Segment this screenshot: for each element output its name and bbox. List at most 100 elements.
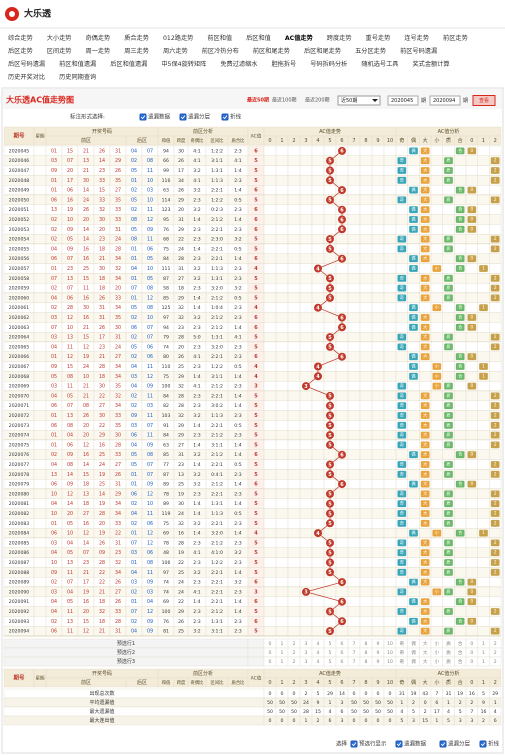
option-item[interactable]: 遗漏分层	[188, 113, 211, 121]
nav-link[interactable]: 前区冷热分布	[202, 47, 239, 55]
checkbox[interactable]	[439, 740, 447, 748]
nav-link[interactable]: 中5保4旋转矩阵	[161, 60, 206, 68]
nav-link[interactable]: 周三走势	[124, 47, 149, 55]
front-number: 14	[83, 540, 89, 546]
nav-link[interactable]: 奖式金额计算	[413, 60, 450, 68]
nav-link[interactable]: 历史同期查询	[59, 73, 96, 81]
header-cell: 2	[292, 138, 295, 144]
nav-link[interactable]: 奇偶走势	[86, 34, 111, 42]
nav-link[interactable]: 区间走势	[47, 47, 72, 55]
logo[interactable]: 大乐透	[24, 8, 52, 20]
analysis-label: 偶	[411, 372, 415, 379]
preselect-cell: 偶	[411, 658, 416, 665]
checkbox[interactable]	[350, 740, 358, 748]
analysis-label: 大	[423, 519, 427, 526]
checkbox[interactable]	[221, 113, 229, 121]
option-item[interactable]: 遗漏数据	[148, 113, 171, 121]
front-number: 09	[99, 550, 105, 556]
nav-link[interactable]: 前区和尾走势	[253, 47, 290, 55]
nav-link[interactable]: 后区和值	[246, 34, 271, 42]
checkbox[interactable]	[179, 113, 187, 121]
range-link[interactable]: 最近100期	[272, 97, 297, 104]
stats-value: 1	[305, 718, 308, 724]
nav-link[interactable]: 012路走势	[163, 34, 193, 42]
nav-link[interactable]: 重号走势	[366, 34, 391, 42]
nav-link[interactable]: 五分区走势	[355, 47, 386, 55]
nav-link[interactable]: 周六走势	[163, 47, 188, 55]
metric: 22	[178, 560, 184, 566]
front-number: 24	[83, 197, 89, 203]
nav-link[interactable]: 大小走势	[47, 34, 72, 42]
to-input[interactable]	[429, 95, 461, 106]
front-number: 21	[99, 629, 105, 635]
front-number: 29	[115, 158, 121, 164]
from-input[interactable]	[387, 95, 419, 106]
cell	[299, 577, 313, 588]
analysis-mark	[455, 216, 465, 223]
checkbox[interactable]	[479, 740, 487, 748]
front-number: 06	[51, 256, 57, 262]
cell	[442, 214, 455, 225]
nav-link[interactable]: 连号走势	[404, 34, 429, 42]
nav-link[interactable]: 后区和值遗漏	[110, 60, 147, 68]
nav-link[interactable]: 前区和值	[207, 34, 232, 42]
checkbox[interactable]	[395, 740, 403, 748]
nav-link[interactable]: 后区走势	[8, 47, 33, 55]
back-number: 05	[147, 256, 153, 262]
cell	[359, 420, 373, 431]
option-item[interactable]: 折线	[230, 113, 242, 121]
nav-link[interactable]: 历史开奖对比	[8, 73, 45, 81]
analysis-mark	[409, 353, 418, 361]
cell	[335, 233, 349, 245]
cell	[371, 508, 385, 519]
nav-link[interactable]: 综合走势	[8, 34, 33, 42]
nav-link[interactable]: 后区号码遗漏	[8, 60, 45, 68]
cell	[465, 400, 478, 411]
nav-link[interactable]: 质合走势	[124, 34, 149, 42]
cell	[33, 155, 47, 166]
analysis-mark	[490, 431, 500, 439]
option-item[interactable]: 预选行显示	[359, 740, 387, 748]
option-item[interactable]: 折线	[488, 740, 500, 748]
front-number: 33	[115, 521, 121, 527]
preselect-cell: 小	[435, 649, 440, 656]
checkbox[interactable]	[139, 113, 147, 121]
cell	[275, 233, 289, 245]
issue: 2020091	[9, 599, 30, 605]
back-number: 10	[147, 266, 153, 272]
query-label[interactable]: 查看	[479, 97, 489, 104]
nav-link[interactable]: 前区走势	[443, 34, 468, 42]
cell	[299, 243, 313, 255]
nav-link[interactable]: 免费过滤缩水	[220, 60, 258, 68]
range-link[interactable]: 最近200期	[305, 97, 330, 104]
cell	[311, 214, 325, 225]
select-box[interactable]	[337, 95, 381, 106]
nav-link[interactable]: 前区和值遗漏	[59, 60, 96, 68]
back-number: 07	[131, 540, 137, 546]
back-number: 04	[131, 148, 137, 154]
nav-link[interactable]: 周一走势	[86, 47, 111, 55]
option-item[interactable]: 遗漏分层	[448, 740, 471, 748]
nav-link[interactable]: AC值走势	[285, 34, 314, 42]
nav-link[interactable]: 跨度走势	[327, 34, 352, 42]
metric: 3:2	[193, 629, 200, 635]
nav-link[interactable]: 随机选号工具	[361, 60, 398, 68]
analysis-label: 2	[494, 168, 497, 173]
nav-link[interactable]: 前区号码遗漏	[400, 47, 437, 55]
query-button[interactable]	[472, 95, 496, 106]
nav-link[interactable]: 后区和尾走势	[304, 47, 341, 55]
front-number: 03	[51, 335, 57, 341]
metric: 2:3	[234, 521, 241, 527]
option-item[interactable]: 遗漏数据	[404, 740, 427, 748]
front-number: 30	[99, 413, 105, 419]
range-link[interactable]: 最近50期	[247, 97, 269, 104]
cell	[263, 459, 277, 470]
front-number: 03	[51, 540, 57, 546]
analysis-mark	[420, 255, 430, 263]
nav-link[interactable]: 号码拆码分析	[310, 60, 347, 68]
front-number: 16	[83, 521, 89, 527]
nav-link[interactable]: 胆拖拆号	[272, 60, 297, 68]
issue: 2020046	[9, 158, 30, 164]
preselect-cell: 1	[281, 641, 284, 647]
metric: 0:5	[234, 511, 241, 517]
